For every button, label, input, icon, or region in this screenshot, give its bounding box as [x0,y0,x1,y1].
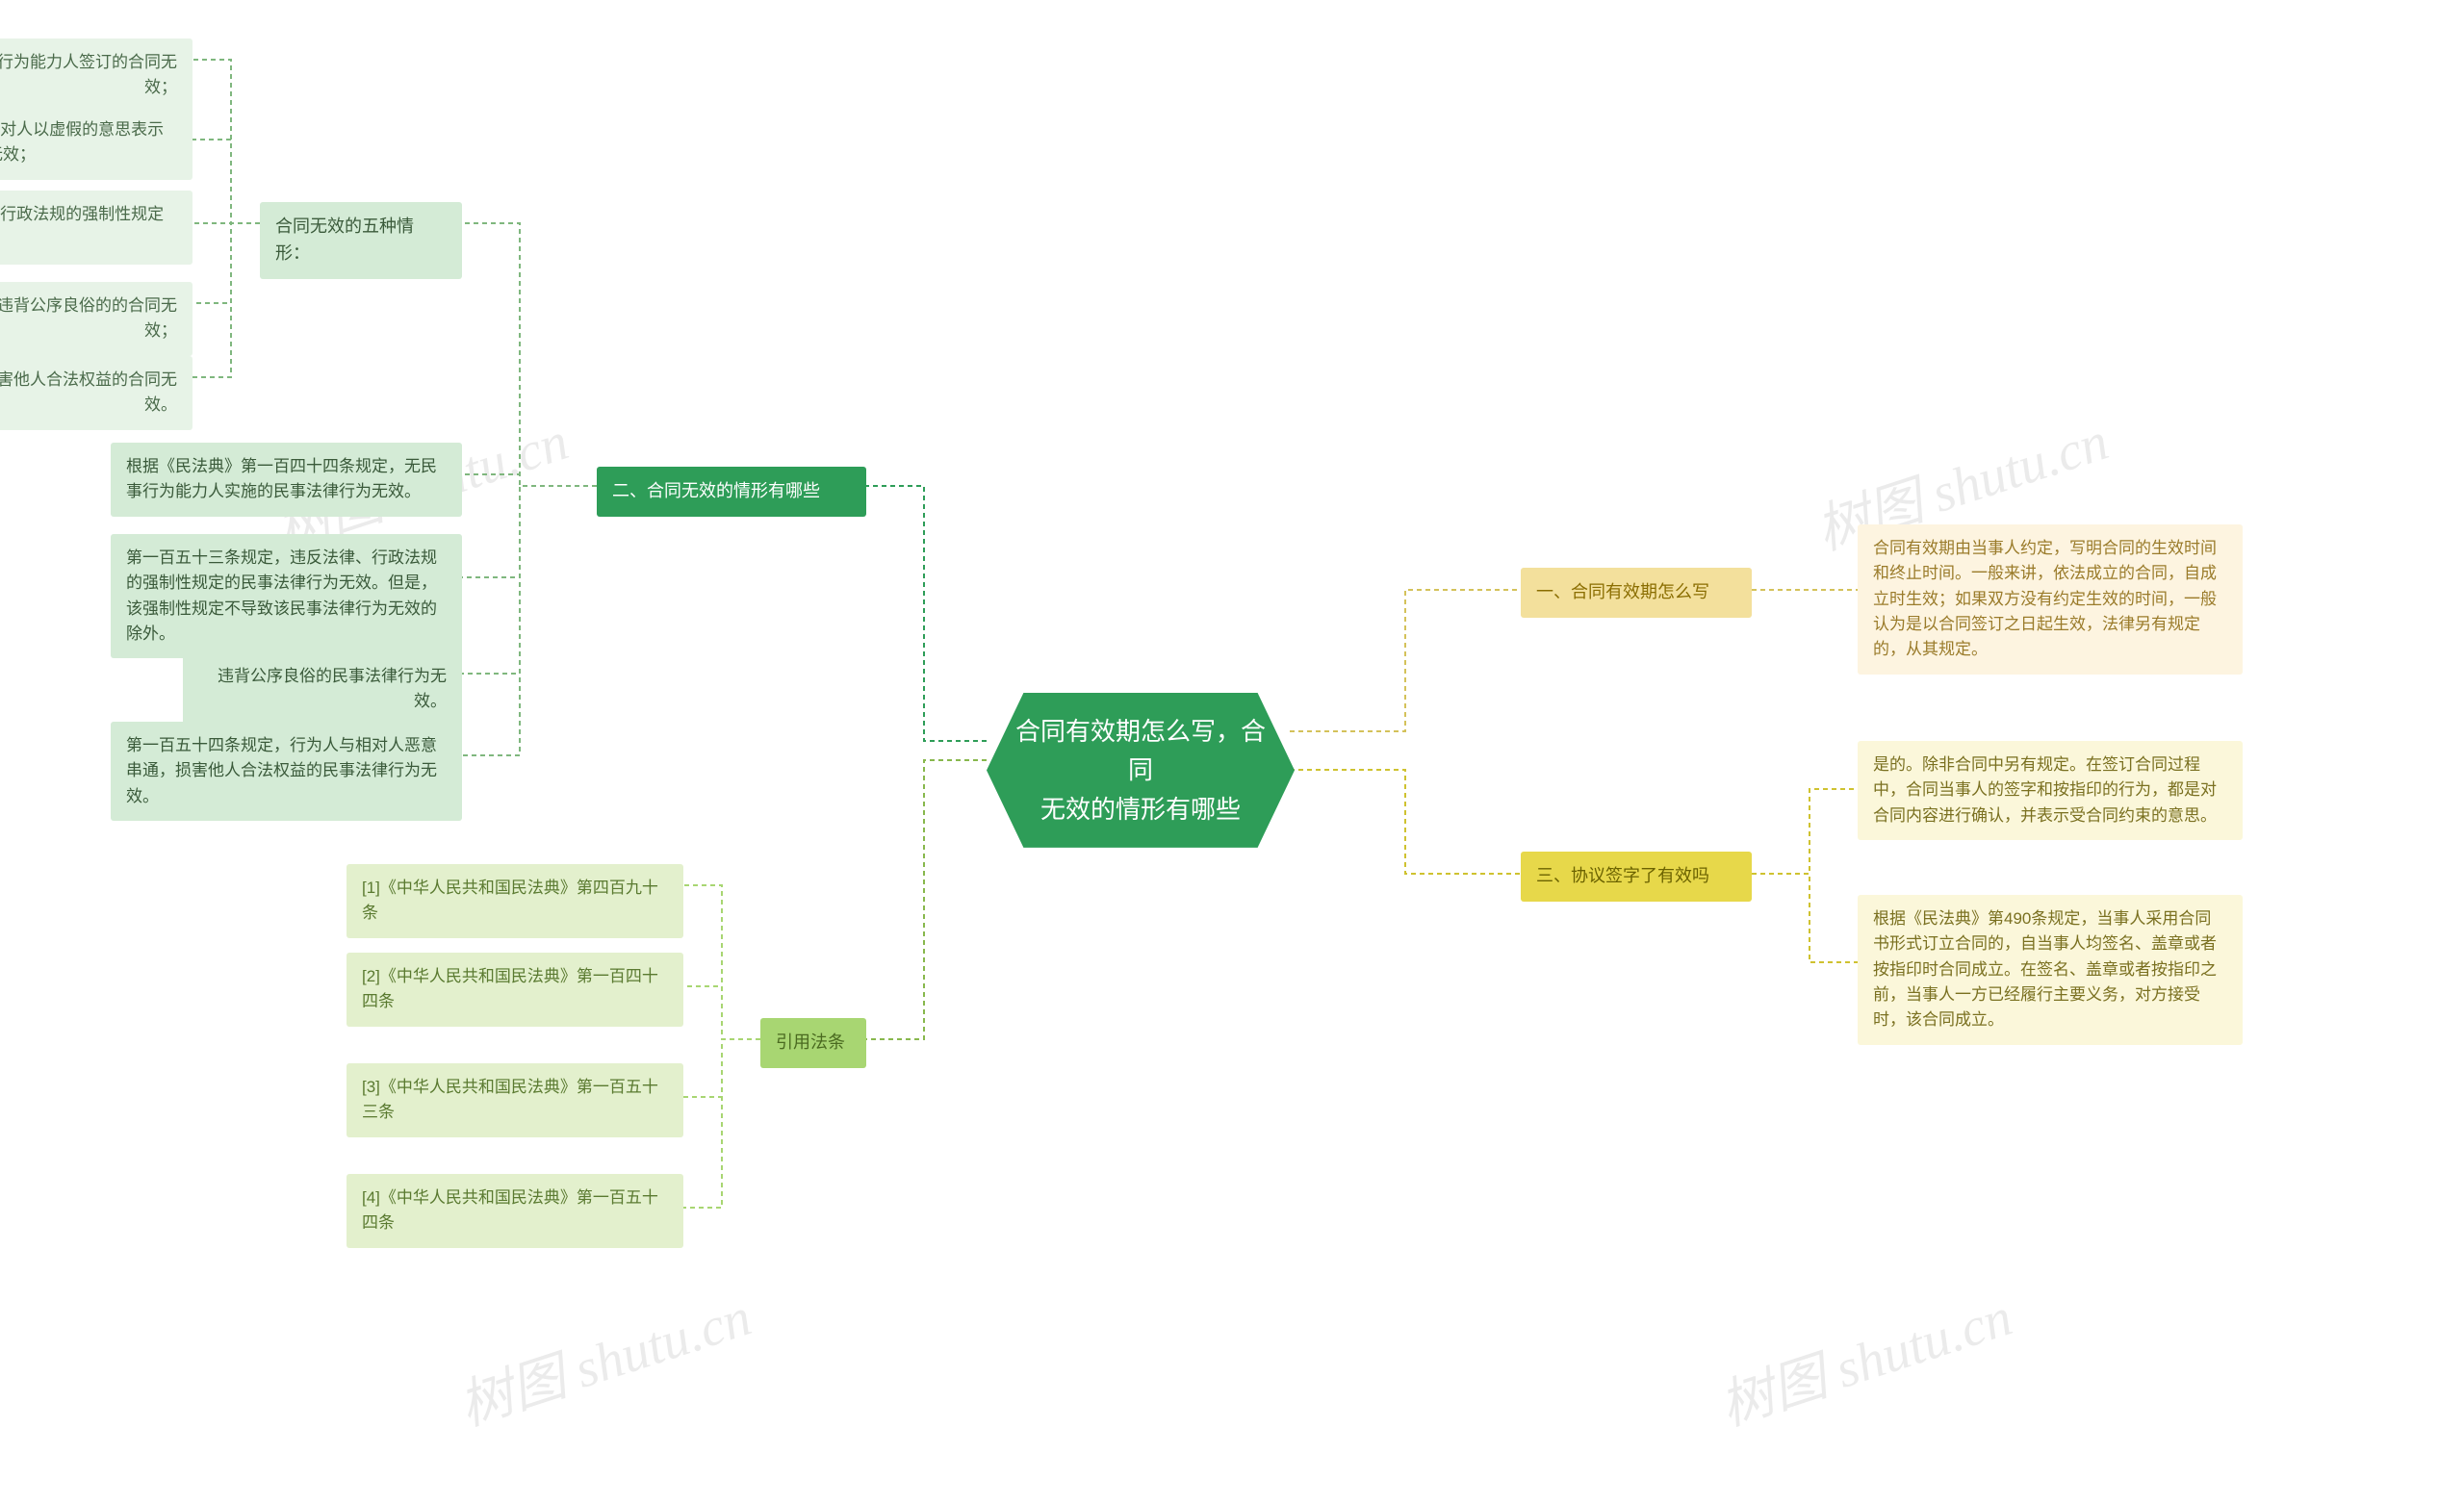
subfive-leaf-2: 3.违反法律、行政法规的强制性规定的合同无效； [0,191,192,265]
branch-2-leaf-0: 根据《民法典》第一百四十四条规定，无民事行为能力人实施的民事法律行为无效。 [111,443,462,517]
branch-ref-leaf-2: [3]《中华人民共和国民法典》第一百五十三条 [346,1063,683,1137]
branch-3-leaf-0: 是的。除非合同中另有规定。在签订合同过程中，合同当事人的签字和按指印的行为，都是… [1858,741,2243,840]
branch-ref-leaf-3: [4]《中华人民共和国民法典》第一百五十四条 [346,1174,683,1248]
watermark: 树图 shutu.cn [1708,1273,2020,1440]
branch-2-subfive-title: 合同无效的五种情形： [260,202,462,279]
branch-ref-leaf-0: [1]《中华人民共和国民法典》第四百九十条 [346,864,683,938]
subfive-leaf-4: 5.恶意串通，损害他人合法权益的合同无效。 [0,356,192,430]
subfive-leaf-3: 4.违背公序良俗的的合同无效； [0,282,192,356]
branch-2-title: 二、合同无效的情形有哪些 [597,467,866,517]
branch-ref-leaf-1: [2]《中华人民共和国民法典》第一百四十四条 [346,953,683,1027]
branch-3-title: 三、协议签字了有效吗 [1521,852,1752,902]
branch-ref-title: 引用法条 [760,1018,866,1068]
root-title-line2: 无效的情形有哪些 [1010,790,1271,828]
subfive-leaf-0: 1.无民事行为能力人签订的合同无效； [0,38,192,113]
branch-2-leaf-2: 违背公序良俗的民事法律行为无效。 [183,652,462,727]
watermark: 树图 shutu.cn [448,1273,759,1440]
subfive-leaf-1: 2.行为人与相对人以虚假的意思表示签订的合同无效； [0,106,192,180]
root-title-line1: 合同有效期怎么写，合同 [1010,712,1271,790]
branch-1-title: 一、合同有效期怎么写 [1521,568,1752,618]
branch-3-leaf-1: 根据《民法典》第490条规定，当事人采用合同书形式订立合同的，自当事人均签名、盖… [1858,895,2243,1045]
branch-2-leaf-3: 第一百五十四条规定，行为人与相对人恶意串通，损害他人合法权益的民事法律行为无效。 [111,722,462,821]
branch-1-leaf: 合同有效期由当事人约定，写明合同的生效时间和终止时间。一般来讲，依法成立的合同，… [1858,524,2243,675]
branch-2-leaf-1: 第一百五十三条规定，违反法律、行政法规的强制性规定的民事法律行为无效。但是，该强… [111,534,462,658]
root-node: 合同有效期怎么写，合同 无效的情形有哪些 [987,693,1295,848]
